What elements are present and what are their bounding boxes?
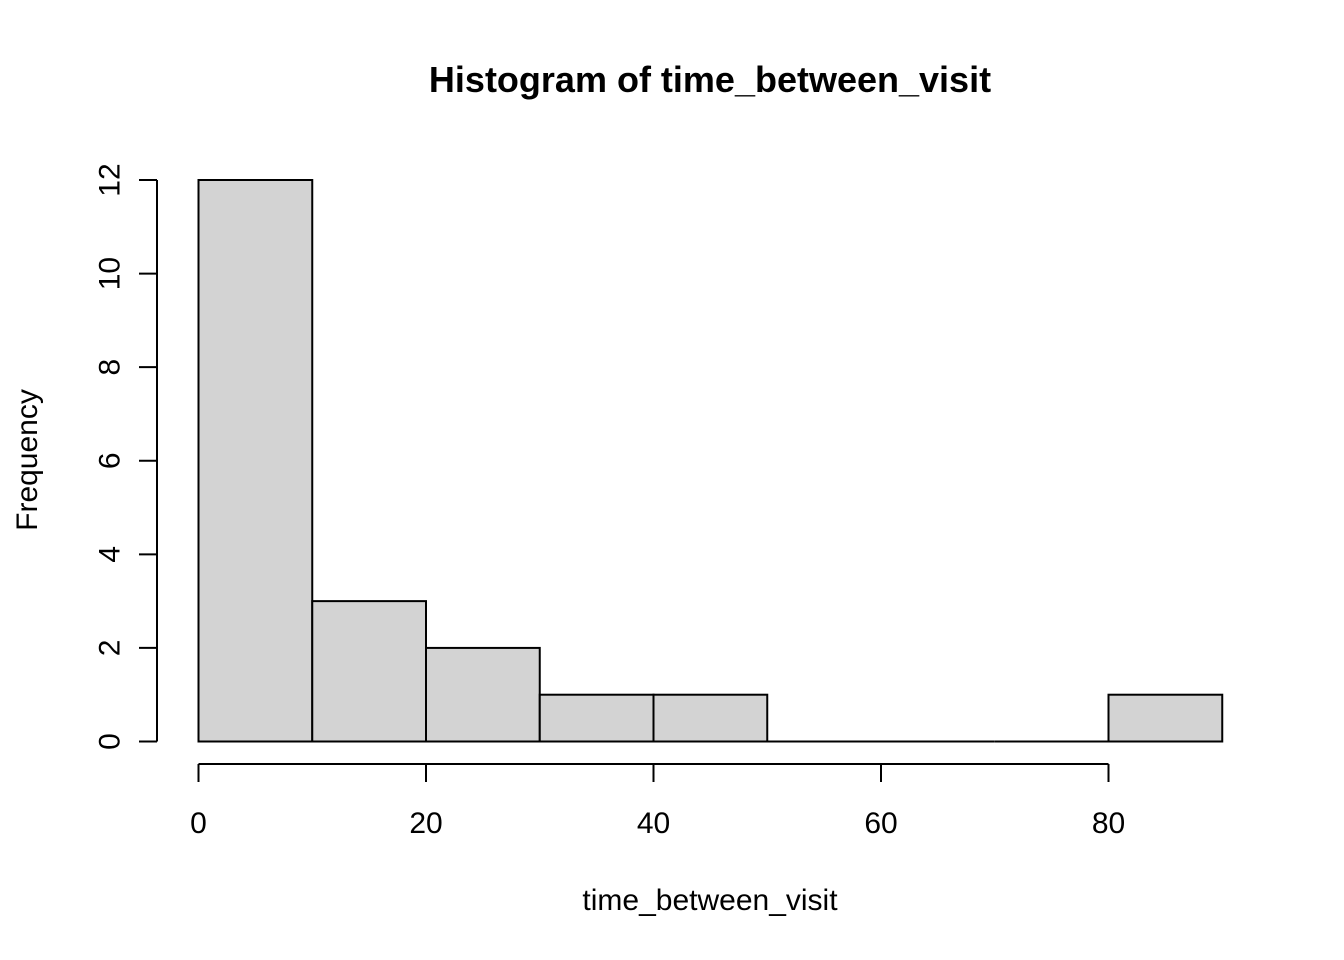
histogram-bar-30-40: [538, 693, 655, 743]
y-axis-label: Frequency: [11, 389, 44, 531]
x-tick-label: 60: [864, 807, 897, 840]
y-tick-label: 12: [94, 163, 127, 196]
x-axis-label: time_between_visit: [582, 884, 838, 917]
y-tick-label: 10: [94, 257, 127, 290]
x-tick-label: 80: [1092, 807, 1125, 840]
x-tick-label: 0: [190, 807, 207, 840]
x-tick-label: 20: [409, 807, 442, 840]
histogram-bar-10-20: [311, 600, 427, 743]
bars-group: [197, 179, 1224, 743]
y-tick-label: 2: [94, 640, 127, 657]
y-tick-label: 4: [94, 546, 127, 563]
x-tick-label: 40: [637, 807, 670, 840]
histogram-bar-40-50: [652, 693, 769, 743]
y-tick-label: 8: [94, 359, 127, 376]
histogram-bar-0-10: [197, 179, 314, 743]
histogram-bar-20-30: [425, 646, 541, 743]
y-axis: 0 2 4 6 8 10 12: [94, 163, 158, 750]
x-axis: 0 20 40 60 80: [190, 763, 1125, 840]
chart-title: Histogram of time_between_visit: [429, 59, 991, 100]
y-tick-label: 6: [94, 452, 127, 469]
y-tick-label: 0: [94, 733, 127, 750]
histogram-bar-80-90: [1107, 693, 1224, 743]
